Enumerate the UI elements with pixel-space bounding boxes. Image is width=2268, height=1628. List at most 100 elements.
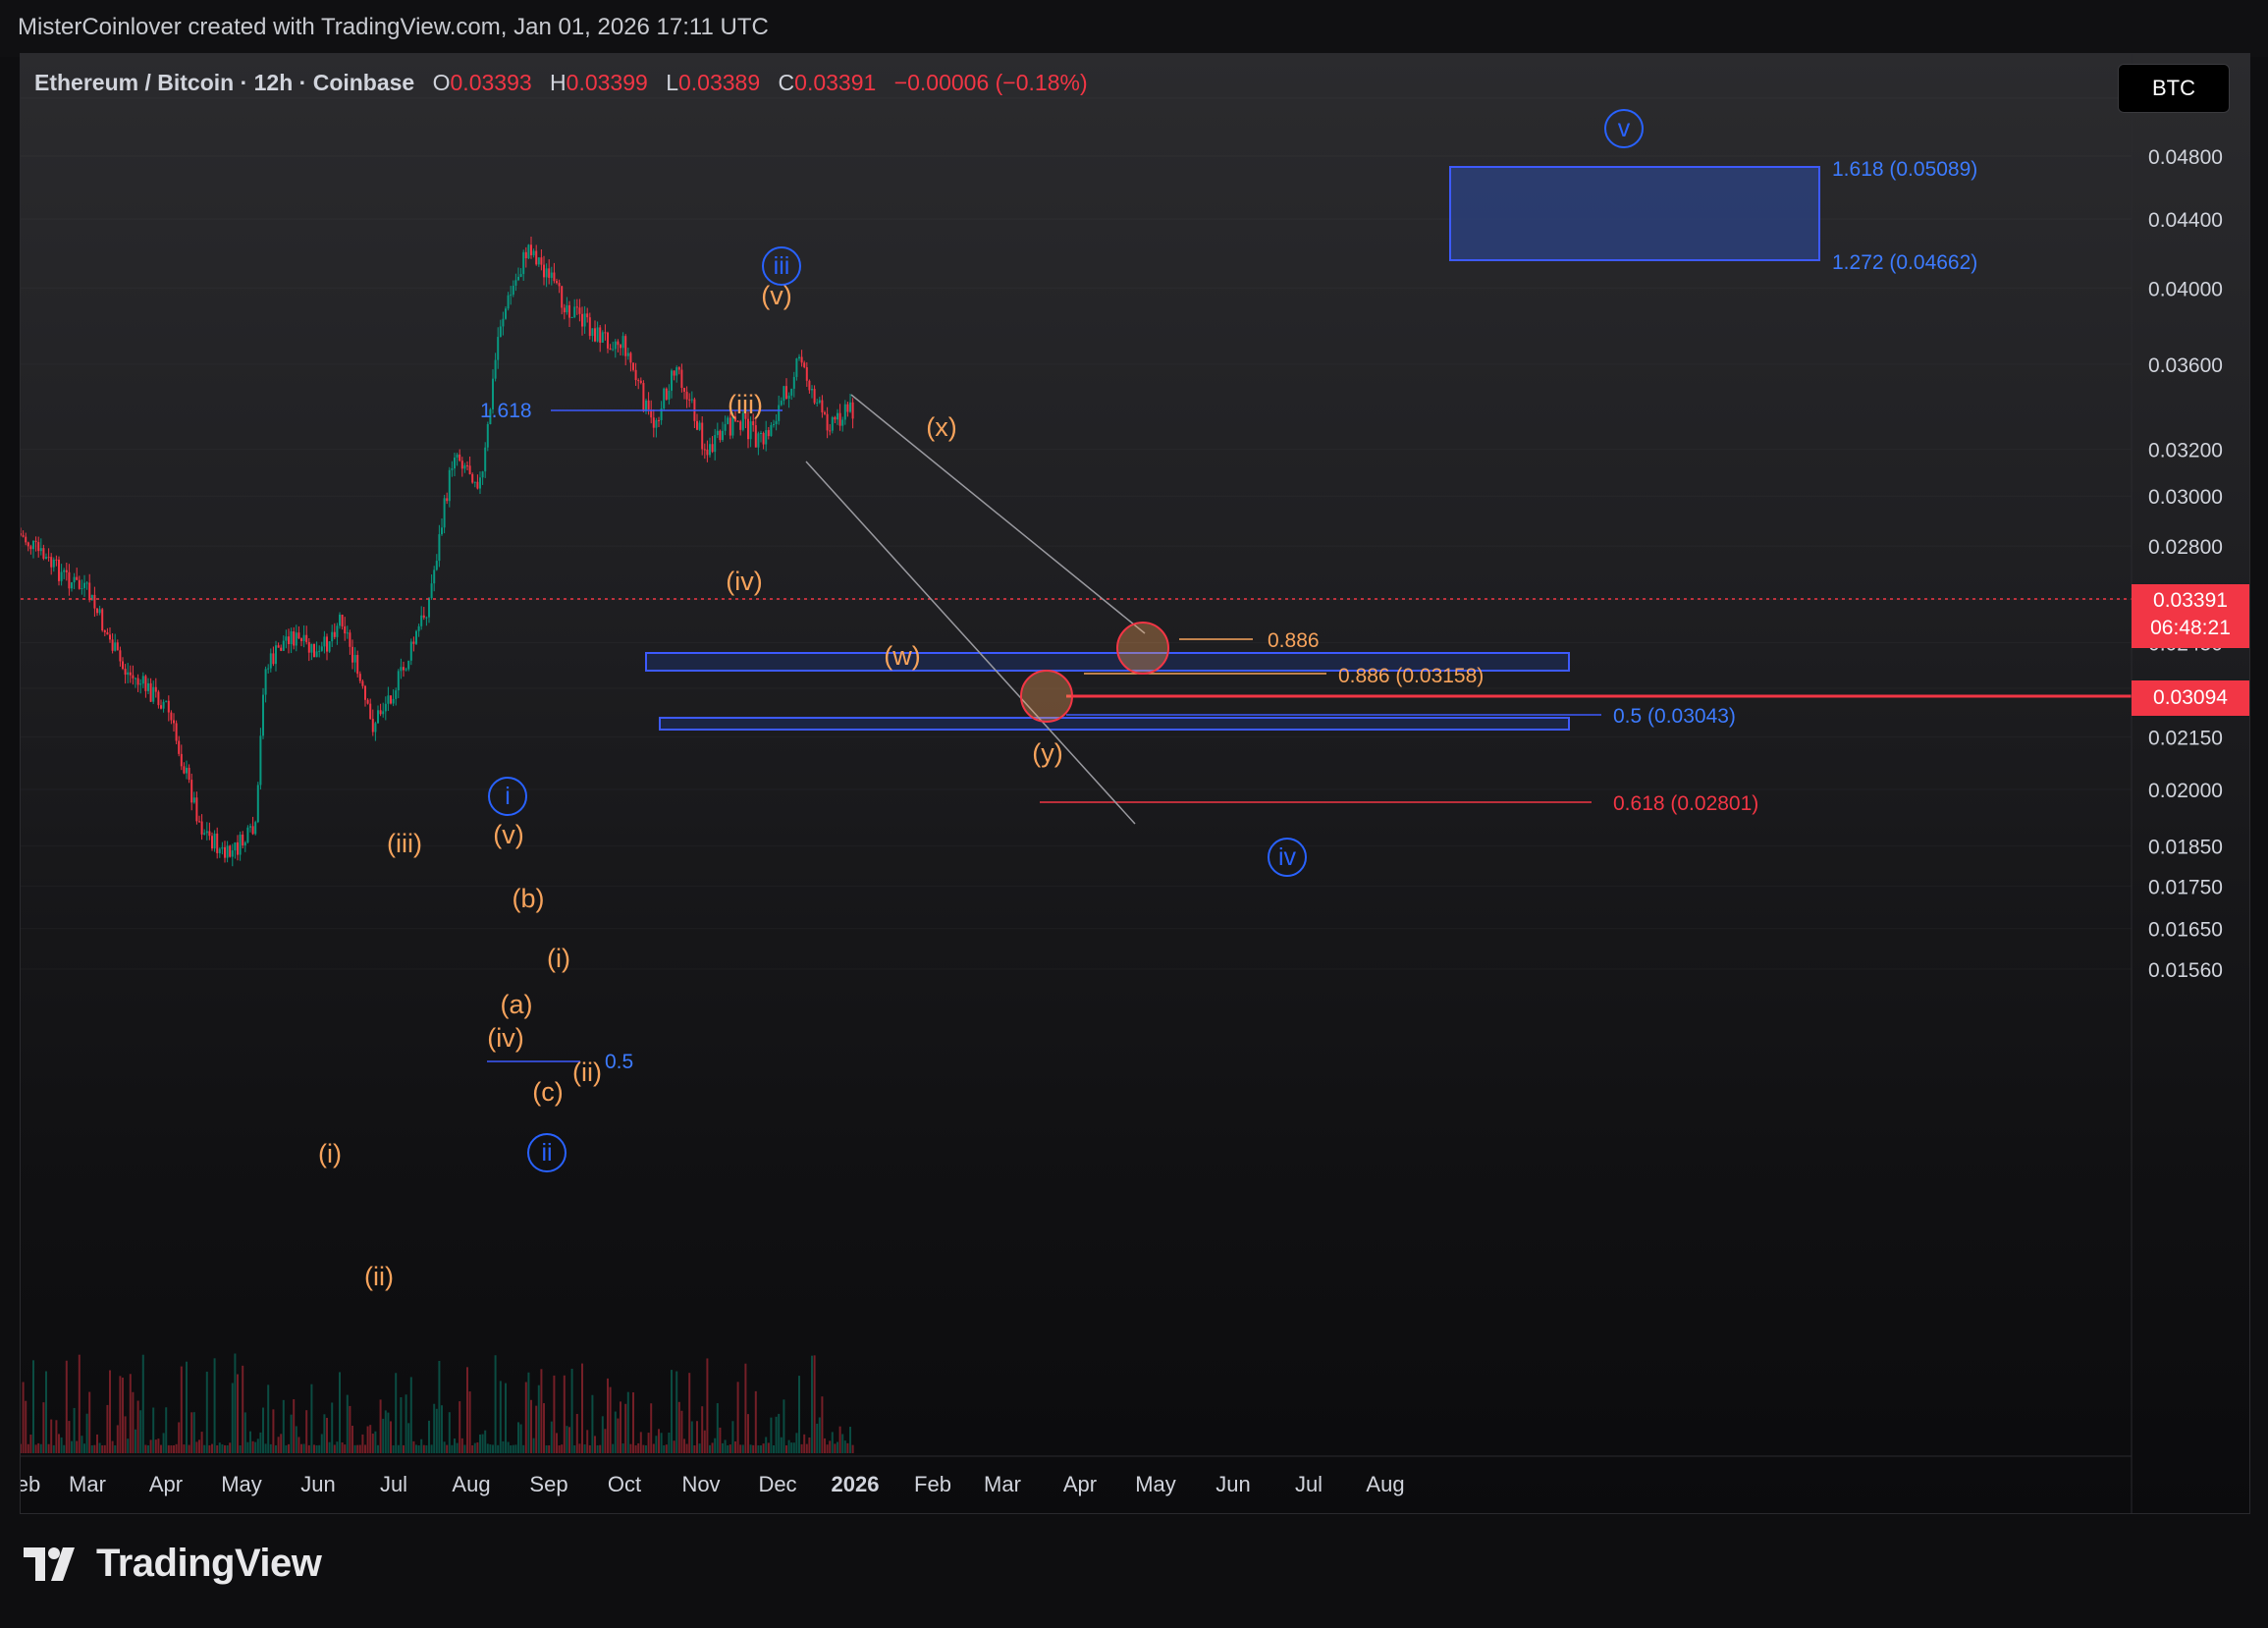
wave-label-orange: (i) — [318, 1139, 342, 1168]
volume-bar — [765, 1437, 768, 1453]
candle-body — [583, 313, 586, 327]
volume-bar — [208, 1444, 211, 1453]
volume-bar — [390, 1421, 392, 1453]
x-tick-label: Aug — [452, 1472, 490, 1496]
candle-body — [277, 645, 280, 648]
candle-body — [770, 424, 773, 437]
volume-bar — [251, 1440, 254, 1453]
volume-bar — [575, 1413, 578, 1453]
candle-body — [537, 257, 540, 265]
candle-body — [430, 583, 433, 599]
volume-bar — [841, 1434, 844, 1453]
candle-body — [499, 326, 502, 338]
candle-body — [149, 682, 152, 702]
candle-body — [282, 640, 285, 651]
volume-bar — [492, 1444, 494, 1453]
volume-bar — [652, 1443, 655, 1453]
volume-bar — [677, 1401, 680, 1453]
volume-bar — [435, 1408, 438, 1453]
candle-body — [425, 617, 428, 619]
fib-label-0886-long: 0.886 (0.03158) — [1338, 665, 1484, 687]
candle-body — [570, 317, 573, 319]
volume-bar — [609, 1386, 612, 1453]
candle-body — [698, 422, 701, 430]
volume-bar — [42, 1402, 45, 1453]
chart-panel[interactable]: (i) (ii) (iii) (iv) (v) (a) (b) (c) (i) (ii) (iii)… — [20, 53, 2250, 1514]
candle-body — [221, 846, 224, 849]
top-bar: MisterCoinlover created with TradingView… — [0, 0, 2268, 57]
bar-countdown: 06:48:21 — [2150, 617, 2231, 639]
candle-body — [180, 753, 183, 767]
volume-bar — [484, 1430, 487, 1453]
volume-bar — [553, 1375, 556, 1453]
candle-body — [37, 542, 40, 552]
candle-body — [765, 430, 768, 445]
candle-body — [685, 391, 688, 400]
candle-body — [492, 378, 494, 409]
candle-body — [621, 336, 624, 349]
candle-body — [581, 313, 583, 327]
candle-body — [471, 473, 474, 483]
x-tick-label: Mar — [984, 1472, 1021, 1496]
tradingview-logo[interactable]: TradingView — [24, 1542, 322, 1586]
volume-bar — [668, 1433, 671, 1453]
currency-button[interactable]: BTC — [2118, 64, 2230, 113]
volume-bar — [280, 1434, 283, 1453]
volume-bar — [843, 1440, 846, 1453]
candle-body — [586, 313, 589, 318]
candle-body — [364, 685, 366, 700]
volume-bar — [514, 1444, 517, 1453]
candle-body — [405, 669, 407, 671]
candle-body — [34, 540, 37, 543]
volume-bar — [494, 1355, 497, 1453]
volume-bar — [90, 1444, 93, 1453]
candle-body — [448, 469, 451, 502]
candle-body — [701, 422, 704, 450]
volume-bar — [731, 1421, 734, 1453]
candle-body — [512, 285, 514, 296]
volume-bar — [821, 1396, 824, 1453]
volume-bar — [178, 1422, 181, 1453]
candle-body — [484, 447, 487, 472]
volume-bar — [446, 1444, 449, 1453]
volume-bar — [246, 1441, 249, 1453]
volume-bar — [305, 1410, 308, 1453]
tradingview-logo-icon — [24, 1547, 75, 1581]
candle-body — [256, 785, 259, 823]
candle-body — [27, 542, 29, 547]
wave-label-blue: v — [1618, 115, 1631, 142]
candle-body — [527, 244, 530, 258]
volume-bar — [614, 1411, 617, 1453]
candle-body — [805, 366, 808, 381]
candle-body — [540, 257, 543, 265]
wave-label-orange: (i) — [547, 944, 570, 973]
volume-bar — [98, 1442, 101, 1453]
target-zone — [1449, 166, 1820, 261]
candle-body — [162, 701, 165, 709]
candle-body — [192, 797, 195, 803]
volume-bar — [167, 1444, 170, 1453]
candle-body — [714, 435, 717, 453]
x-tick-label: May — [221, 1472, 262, 1496]
volume-bar — [639, 1432, 642, 1453]
candle-body — [65, 570, 68, 572]
candle-body — [443, 498, 446, 528]
candle-body — [397, 671, 400, 691]
candle-body — [673, 370, 675, 376]
volume-bar — [471, 1444, 474, 1453]
volume-bar — [680, 1410, 683, 1453]
candle-body — [767, 430, 770, 437]
volume-bar — [259, 1432, 262, 1453]
price-chart[interactable]: (i) (ii) (iii) (iv) (v) (a) (b) (c) (i) (ii) (iii)… — [21, 54, 2249, 1513]
wave-label-orange: (iv) — [487, 1023, 523, 1053]
volume-bar — [272, 1409, 275, 1453]
volume-bar — [466, 1367, 468, 1453]
volume-bar — [254, 1441, 257, 1453]
volume-bar — [624, 1403, 627, 1453]
candle-body — [216, 833, 219, 853]
candle-body — [671, 370, 673, 391]
candle-body — [573, 306, 576, 318]
volume-bar — [502, 1440, 505, 1453]
candle-body — [275, 645, 277, 665]
volume-bar — [264, 1443, 267, 1453]
